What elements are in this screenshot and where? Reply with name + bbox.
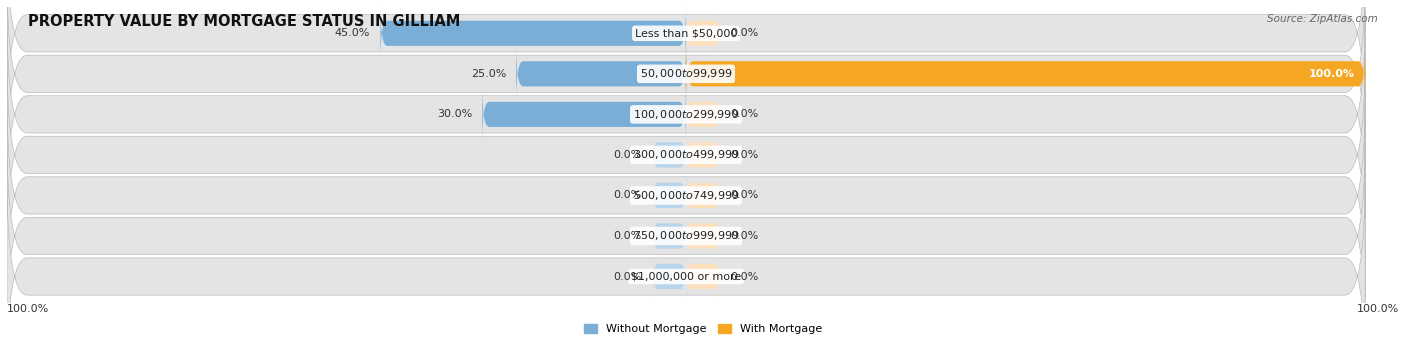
Text: $1,000,000 or more: $1,000,000 or more xyxy=(631,271,741,282)
FancyBboxPatch shape xyxy=(7,92,1365,298)
Text: $50,000 to $99,999: $50,000 to $99,999 xyxy=(640,67,733,80)
FancyBboxPatch shape xyxy=(482,86,686,142)
Text: 0.0%: 0.0% xyxy=(613,231,643,241)
Text: PROPERTY VALUE BY MORTGAGE STATUS IN GILLIAM: PROPERTY VALUE BY MORTGAGE STATUS IN GIL… xyxy=(28,14,461,29)
Text: 0.0%: 0.0% xyxy=(730,109,758,119)
Text: $300,000 to $499,999: $300,000 to $499,999 xyxy=(633,148,740,161)
Legend: Without Mortgage, With Mortgage: Without Mortgage, With Mortgage xyxy=(579,320,827,339)
FancyBboxPatch shape xyxy=(7,0,1365,177)
FancyBboxPatch shape xyxy=(652,216,686,256)
Text: 0.0%: 0.0% xyxy=(730,190,758,201)
FancyBboxPatch shape xyxy=(381,5,686,61)
Text: 25.0%: 25.0% xyxy=(471,69,506,79)
Text: 0.0%: 0.0% xyxy=(730,231,758,241)
Text: 0.0%: 0.0% xyxy=(730,150,758,160)
Text: $100,000 to $299,999: $100,000 to $299,999 xyxy=(633,108,740,121)
Text: 0.0%: 0.0% xyxy=(613,271,643,282)
FancyBboxPatch shape xyxy=(652,176,686,215)
Text: 100.0%: 100.0% xyxy=(1309,69,1355,79)
FancyBboxPatch shape xyxy=(516,46,686,102)
Text: 100.0%: 100.0% xyxy=(1357,304,1399,314)
Text: 45.0%: 45.0% xyxy=(335,28,370,38)
Text: 0.0%: 0.0% xyxy=(613,150,643,160)
Text: 0.0%: 0.0% xyxy=(730,271,758,282)
Text: 30.0%: 30.0% xyxy=(437,109,472,119)
FancyBboxPatch shape xyxy=(7,133,1365,339)
FancyBboxPatch shape xyxy=(7,0,1365,136)
FancyBboxPatch shape xyxy=(686,216,720,256)
Text: 0.0%: 0.0% xyxy=(730,28,758,38)
Text: 0.0%: 0.0% xyxy=(613,190,643,201)
Text: Less than $50,000: Less than $50,000 xyxy=(636,28,737,38)
FancyBboxPatch shape xyxy=(7,11,1365,217)
FancyBboxPatch shape xyxy=(686,176,720,215)
FancyBboxPatch shape xyxy=(686,46,1365,102)
FancyBboxPatch shape xyxy=(652,135,686,175)
FancyBboxPatch shape xyxy=(686,94,720,134)
FancyBboxPatch shape xyxy=(686,13,720,53)
FancyBboxPatch shape xyxy=(686,257,720,296)
FancyBboxPatch shape xyxy=(7,52,1365,258)
FancyBboxPatch shape xyxy=(7,174,1365,341)
FancyBboxPatch shape xyxy=(652,257,686,296)
FancyBboxPatch shape xyxy=(686,135,720,175)
Text: 100.0%: 100.0% xyxy=(7,304,49,314)
Text: $750,000 to $999,999: $750,000 to $999,999 xyxy=(633,229,740,242)
Text: $500,000 to $749,999: $500,000 to $749,999 xyxy=(633,189,740,202)
Text: Source: ZipAtlas.com: Source: ZipAtlas.com xyxy=(1267,14,1378,24)
